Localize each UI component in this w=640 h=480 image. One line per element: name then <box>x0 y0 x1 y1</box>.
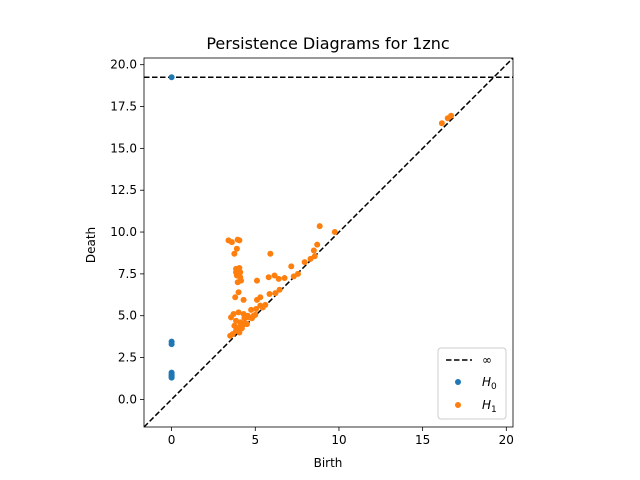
y-tick-label: 15.0 <box>110 141 137 155</box>
point-h1 <box>248 306 255 313</box>
x-axis-label: Birth <box>314 456 343 470</box>
point-h1 <box>231 250 238 257</box>
legend-infinity-label: ∞ <box>482 353 492 367</box>
x-tick-label: 0 <box>168 433 176 447</box>
point-h1 <box>448 112 455 119</box>
y-tick-label: 12.5 <box>110 183 137 197</box>
legend-box <box>437 347 507 420</box>
point-h1 <box>267 250 274 257</box>
point-h1 <box>266 290 273 297</box>
x-tick-label: 15 <box>415 433 430 447</box>
point-h1 <box>234 279 241 286</box>
point-h1 <box>438 120 445 127</box>
y-tick-label: 0.0 <box>118 392 137 406</box>
point-h1 <box>288 263 295 270</box>
point-h1 <box>235 289 242 296</box>
point-h0 <box>168 74 175 81</box>
point-h1 <box>228 314 235 321</box>
legend-h1-marker <box>455 402 461 408</box>
y-tick-label: 20.0 <box>110 58 137 72</box>
point-h1 <box>275 275 282 282</box>
series-h1 <box>225 112 455 339</box>
legend-h0-label: H0 <box>482 375 497 392</box>
point-h1 <box>238 325 245 332</box>
point-h1 <box>232 294 239 301</box>
legend-h0-sub: 0 <box>491 382 497 392</box>
point-h1 <box>235 309 242 316</box>
y-tick-label: 17.5 <box>110 100 137 114</box>
y-axis: 0.0 2.5 5.0 7.5 10.0 12.5 15.0 17.5 20.0 <box>110 58 144 406</box>
point-h0 <box>168 374 175 381</box>
point-h1 <box>331 229 338 236</box>
y-tick-label: 5.0 <box>118 309 137 323</box>
legend-h0-main: H <box>482 375 491 389</box>
chart-title: Persistence Diagrams for 1znc <box>206 34 449 53</box>
point-h1 <box>229 331 236 338</box>
y-tick-label: 7.5 <box>118 267 137 281</box>
legend-h1-main: H <box>482 398 491 412</box>
diagonal-line <box>144 58 513 427</box>
point-h1 <box>265 274 272 281</box>
point-h1 <box>240 296 247 303</box>
x-tick-label: 10 <box>331 433 346 447</box>
point-h1 <box>252 311 259 318</box>
point-h1 <box>236 237 243 244</box>
y-tick-label: 2.5 <box>118 351 137 365</box>
legend-h1-sub: 1 <box>491 405 497 415</box>
legend-h1-label: H1 <box>482 398 497 415</box>
point-h0 <box>168 341 175 348</box>
point-h1 <box>233 245 240 252</box>
plot-area <box>144 58 513 427</box>
point-h1 <box>310 247 317 254</box>
point-h1 <box>253 306 260 313</box>
point-h1 <box>257 294 264 301</box>
point-h1 <box>314 241 321 248</box>
point-h1 <box>272 290 279 297</box>
point-h1 <box>228 239 235 246</box>
x-tick-label: 5 <box>251 433 259 447</box>
point-h1 <box>271 272 278 279</box>
x-axis: 0 5 10 15 20 <box>168 427 514 447</box>
point-h1 <box>290 273 297 280</box>
point-h1 <box>311 253 318 260</box>
plot-frame <box>143 57 514 428</box>
point-h1 <box>301 259 308 266</box>
point-h1 <box>253 277 260 284</box>
x-tick-label: 20 <box>499 433 514 447</box>
legend: ∞ H0 H1 <box>437 347 507 420</box>
point-h1 <box>316 223 323 230</box>
y-axis-label: Death <box>84 227 98 263</box>
point-h1 <box>276 286 283 293</box>
legend-h0-marker <box>455 379 461 385</box>
plot-clip-group <box>144 58 513 427</box>
point-h1 <box>259 304 266 311</box>
series-h0 <box>168 74 175 381</box>
y-tick-label: 10.0 <box>110 225 137 239</box>
point-h1 <box>281 275 288 282</box>
point-h1 <box>242 320 249 327</box>
